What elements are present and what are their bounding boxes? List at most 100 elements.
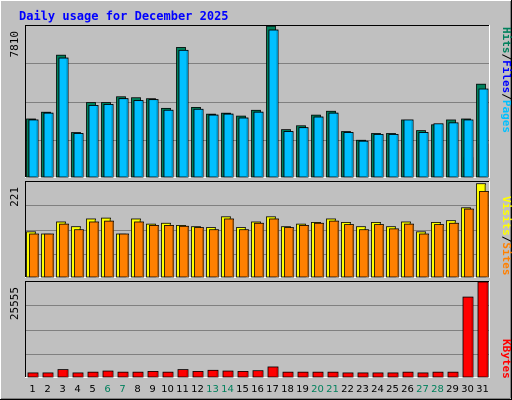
- pages-bar-shade: [156, 100, 158, 177]
- sites-bar-shade: [262, 224, 264, 277]
- sites-bar-shade: [307, 226, 309, 277]
- sites-bar-shade: [457, 224, 459, 277]
- pages-bar-shade: [231, 115, 233, 177]
- day-tick-label: 1: [29, 384, 35, 395]
- day-tick-label: 10: [161, 384, 174, 395]
- pages-bar-shade: [321, 118, 323, 177]
- sites-bar-shade: [172, 226, 174, 277]
- day-tick-label: 31: [476, 384, 489, 395]
- pages-bar-shade: [261, 113, 263, 177]
- kbytes-bar-shade: [186, 370, 188, 377]
- pages-bar-shade: [381, 135, 383, 177]
- sites-bar-shade: [487, 192, 489, 277]
- pages-bar-shade: [246, 119, 248, 177]
- kbytes-bar-shade: [306, 373, 308, 377]
- kbytes-bar-shade: [156, 372, 158, 377]
- day-tick-label: 12: [191, 384, 204, 395]
- sites-bar-shade: [67, 225, 69, 277]
- day-tick-label: 4: [74, 384, 80, 395]
- bottom-panel-legend: KBytes: [500, 339, 512, 379]
- kbytes-bar-shade: [141, 373, 143, 377]
- day-tick-label: 14: [221, 384, 234, 395]
- day-tick-label: 30: [461, 384, 474, 395]
- sites-bar-shade: [142, 222, 144, 277]
- sites-bar-shade: [112, 222, 114, 277]
- sites-bar-shade: [397, 229, 399, 277]
- day-tick-label: 22: [341, 384, 354, 395]
- pages-bar-shade: [276, 31, 278, 177]
- kbytes-bar-shade: [336, 373, 338, 377]
- day-tick-label: 17: [266, 384, 279, 395]
- kbytes-bar-shade: [396, 373, 398, 377]
- pages-bar-shade: [306, 128, 308, 177]
- kbytes-bar-shade: [246, 372, 248, 377]
- sites-bar-shade: [292, 228, 294, 277]
- day-tick-label: 19: [296, 384, 309, 395]
- pages-bar-shade: [471, 120, 473, 177]
- day-tick-label: 24: [371, 384, 384, 395]
- bottom-panel-plot-area: [25, 281, 490, 378]
- legend-entry-sites: Sites: [500, 242, 512, 275]
- sites-bar-shade: [442, 225, 444, 277]
- legend-entry-kbytes: KBytes: [500, 339, 512, 379]
- pages-bar-shade: [186, 51, 188, 177]
- kbytes-bar-shade: [96, 373, 98, 377]
- legend-entry-pages: Pages: [500, 100, 512, 133]
- kbytes-bar-shade: [456, 373, 458, 377]
- sites-bar-shade: [187, 227, 189, 277]
- day-tick-label: 7: [119, 384, 125, 395]
- legend-entry-files: Files: [500, 60, 512, 93]
- pages-bar-shade: [141, 101, 143, 177]
- kbytes-bar-shade: [381, 373, 383, 377]
- day-tick-label: 5: [89, 384, 95, 395]
- pages-bar-shade: [51, 114, 53, 177]
- pages-bar-shade: [216, 116, 218, 177]
- day-tick-label: 3: [59, 384, 65, 395]
- kbytes-bar-shade: [36, 373, 38, 377]
- pages-bar-shade: [351, 133, 353, 177]
- sites-bar-shade: [337, 222, 339, 277]
- sites-bar-shade: [52, 235, 54, 277]
- pages-bar-shade: [396, 135, 398, 177]
- day-tick-label: 16: [251, 384, 264, 395]
- day-tick-label: 18: [281, 384, 294, 395]
- kbytes-bar-shade: [216, 371, 218, 377]
- sites-bar-shade: [412, 225, 414, 277]
- middle-panel-legend: Visits/Sites: [500, 196, 512, 276]
- middle-panel-max-label: 221: [8, 187, 21, 207]
- sites-bar-shade: [322, 224, 324, 277]
- sites-bar-shade: [427, 235, 429, 277]
- kbytes-bar-shade: [81, 373, 83, 377]
- pages-bar-shade: [486, 90, 488, 177]
- day-tick-label: 9: [149, 384, 155, 395]
- day-tick-label: 15: [236, 384, 249, 395]
- legend-entry-hits: Hits: [500, 27, 512, 54]
- day-tick-label: 25: [386, 384, 399, 395]
- sites-bar-shade: [217, 230, 219, 277]
- kbytes-bar-shade: [171, 373, 173, 377]
- sites-bar-shade: [37, 235, 39, 277]
- pages-bar-shade: [336, 114, 338, 177]
- top-panel-max-label: 7810: [8, 31, 21, 58]
- kbytes-bar-shade: [471, 298, 473, 377]
- sites-bar-shade: [247, 230, 249, 277]
- pages-bar-shade: [291, 132, 293, 177]
- pages-bar-shade: [456, 123, 458, 177]
- pages-bar-shade: [171, 111, 173, 177]
- sites-bar-shade: [382, 225, 384, 277]
- kbytes-bar-shade: [276, 367, 278, 377]
- pages-bar-shade: [441, 124, 443, 177]
- kbytes-bar-shade: [291, 373, 293, 377]
- kbytes-bar-shade: [366, 373, 368, 377]
- sites-bar-shade: [82, 230, 84, 277]
- kbytes-bar-shade: [261, 371, 263, 377]
- kbytes-bar-shade: [426, 373, 428, 377]
- day-tick-label: 27: [416, 384, 429, 395]
- pages-bar-shade: [111, 105, 113, 177]
- kbytes-bar-shade: [66, 370, 68, 377]
- legend-entry-visits: Visits: [500, 196, 512, 236]
- kbytes-bar-shade: [351, 373, 353, 377]
- day-tick-label: 26: [401, 384, 414, 395]
